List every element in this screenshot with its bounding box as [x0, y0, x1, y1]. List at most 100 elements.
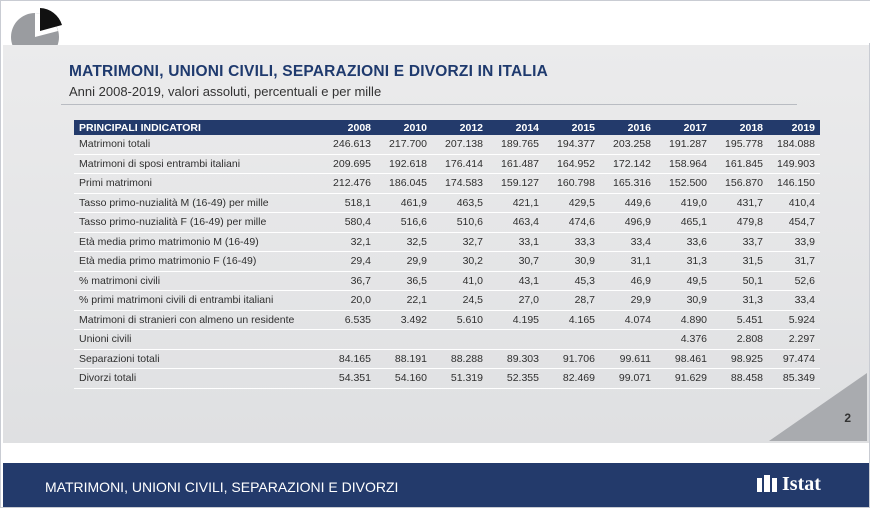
- table-cell: 24,5: [432, 290, 488, 311]
- table-cell: 45,3: [544, 271, 600, 291]
- table-cell: 84.165: [320, 349, 376, 369]
- table-cell: 186.045: [376, 173, 432, 194]
- title-divider: [61, 104, 797, 105]
- table-cell: 88.458: [712, 368, 768, 389]
- table-cell: 454,7: [768, 212, 820, 233]
- table-header: PRINCIPALI INDICATORI 2008 2010 2012 2014 201…: [74, 120, 820, 135]
- table-cell: 195.778: [712, 135, 768, 155]
- table-cell: 410,4: [768, 193, 820, 213]
- table-row: Età media primo matrimonio M (16-49) 32,1…: [74, 232, 820, 252]
- table-cell: 82.469: [544, 368, 600, 389]
- table-cell: 33,6: [656, 232, 712, 252]
- footer-title: MATRIMONI, UNIONI CIVILI, SEPARAZIONI E …: [45, 479, 399, 495]
- top-bar: [1, 1, 870, 43]
- indicator-label: Unioni civili: [74, 329, 320, 350]
- column-header-year: 2012: [432, 120, 488, 135]
- table-cell: 27,0: [488, 290, 544, 311]
- column-header-year: 2015: [544, 120, 600, 135]
- table-cell: 5.451: [712, 310, 768, 330]
- indicator-label: Tasso primo-nuzialità F (16-49) per mill…: [74, 212, 320, 233]
- table-cell: 43,1: [488, 271, 544, 291]
- table-cell: [320, 329, 376, 350]
- slide-title: MATRIMONI, UNIONI CIVILI, SEPARAZIONI E …: [69, 63, 548, 80]
- column-header-indicator: PRINCIPALI INDICATORI: [74, 120, 320, 135]
- table-row: Matrimoni totali 246.613 217.700 207.138 189…: [74, 135, 820, 155]
- table-cell: 33,1: [488, 232, 544, 252]
- table-cell: 510,6: [432, 212, 488, 233]
- table-cell: 97.474: [768, 349, 820, 369]
- table-cell: 32,7: [432, 232, 488, 252]
- table-cell: 98.461: [656, 349, 712, 369]
- column-header-year: 2010: [376, 120, 432, 135]
- table-cell: 99.071: [600, 368, 656, 389]
- table-cell: [544, 329, 600, 350]
- table-cell: 463,4: [488, 212, 544, 233]
- table-cell: 207.138: [432, 135, 488, 155]
- table-cell: 31,1: [600, 251, 656, 272]
- istat-logo: Istat: [757, 471, 821, 497]
- table-cell: 33,3: [544, 232, 600, 252]
- table-cell: 209.695: [320, 154, 376, 174]
- table-cell: 31,5: [712, 251, 768, 272]
- table-row: Divorzi totali 54.351 54.160 51.319 52.355 82…: [74, 368, 820, 389]
- table-cell: 174.583: [432, 173, 488, 194]
- table-cell: 29,9: [600, 290, 656, 311]
- table-cell: 431,7: [712, 193, 768, 213]
- indicator-label: Matrimoni di sposi entrambi italiani: [74, 154, 320, 174]
- table-cell: 98.925: [712, 349, 768, 369]
- table-cell: [600, 329, 656, 350]
- table-cell: 85.349: [768, 368, 820, 389]
- table-cell: 54.351: [320, 368, 376, 389]
- table-cell: 203.258: [600, 135, 656, 155]
- table-cell: 429,5: [544, 193, 600, 213]
- table-cell: 4.376: [656, 329, 712, 350]
- table-cell: 91.629: [656, 368, 712, 389]
- table-cell: 28,7: [544, 290, 600, 311]
- table-cell: 176.414: [432, 154, 488, 174]
- table-cell: 50,1: [712, 271, 768, 291]
- table-cell: 172.142: [600, 154, 656, 174]
- table-cell: 3.492: [376, 310, 432, 330]
- table-row: Matrimoni di stranieri con almeno un res…: [74, 310, 820, 330]
- table-cell: [488, 329, 544, 350]
- table-cell: 4.890: [656, 310, 712, 330]
- table-cell: 146.150: [768, 173, 820, 194]
- table-cell: 32,1: [320, 232, 376, 252]
- page-number: 2: [844, 411, 851, 425]
- column-header-year: 2018: [712, 120, 768, 135]
- table-cell: 36,7: [320, 271, 376, 291]
- table-cell: 89.303: [488, 349, 544, 369]
- table-cell: 161.845: [712, 154, 768, 174]
- table-cell: 52.355: [488, 368, 544, 389]
- table-cell: 165.316: [600, 173, 656, 194]
- table-cell: 29,9: [376, 251, 432, 272]
- table-cell: 5.610: [432, 310, 488, 330]
- table-body: Matrimoni totali 246.613 217.700 207.138 189…: [74, 135, 820, 389]
- table-cell: 516,6: [376, 212, 432, 233]
- table-cell: 31,3: [656, 251, 712, 272]
- table-cell: 46,9: [600, 271, 656, 291]
- table-cell: 461,9: [376, 193, 432, 213]
- table-cell: 152.500: [656, 173, 712, 194]
- table-cell: 161.487: [488, 154, 544, 174]
- table-cell: 419,0: [656, 193, 712, 213]
- table-cell: 212.476: [320, 173, 376, 194]
- table-row: Matrimoni di sposi entrambi italiani 209.…: [74, 154, 820, 174]
- column-header-year: 2008: [320, 120, 376, 135]
- table-cell: 479,8: [712, 212, 768, 233]
- table-row: Tasso primo-nuzialità M (16-49) per mill…: [74, 193, 820, 213]
- indicator-label: Tasso primo-nuzialità M (16-49) per mill…: [74, 193, 320, 213]
- table-cell: 31,3: [712, 290, 768, 311]
- table-cell: 156.870: [712, 173, 768, 194]
- table-row: Età media primo matrimonio F (16-49) 29,4…: [74, 251, 820, 272]
- table-cell: 22,1: [376, 290, 432, 311]
- table-cell: 246.613: [320, 135, 376, 155]
- table-cell: 41,0: [432, 271, 488, 291]
- table-cell: 465,1: [656, 212, 712, 233]
- table-cell: 463,5: [432, 193, 488, 213]
- table-cell: 5.924: [768, 310, 820, 330]
- table-cell: 2.808: [712, 329, 768, 350]
- table-cell: [376, 329, 432, 350]
- indicator-label: Età media primo matrimonio M (16-49): [74, 232, 320, 252]
